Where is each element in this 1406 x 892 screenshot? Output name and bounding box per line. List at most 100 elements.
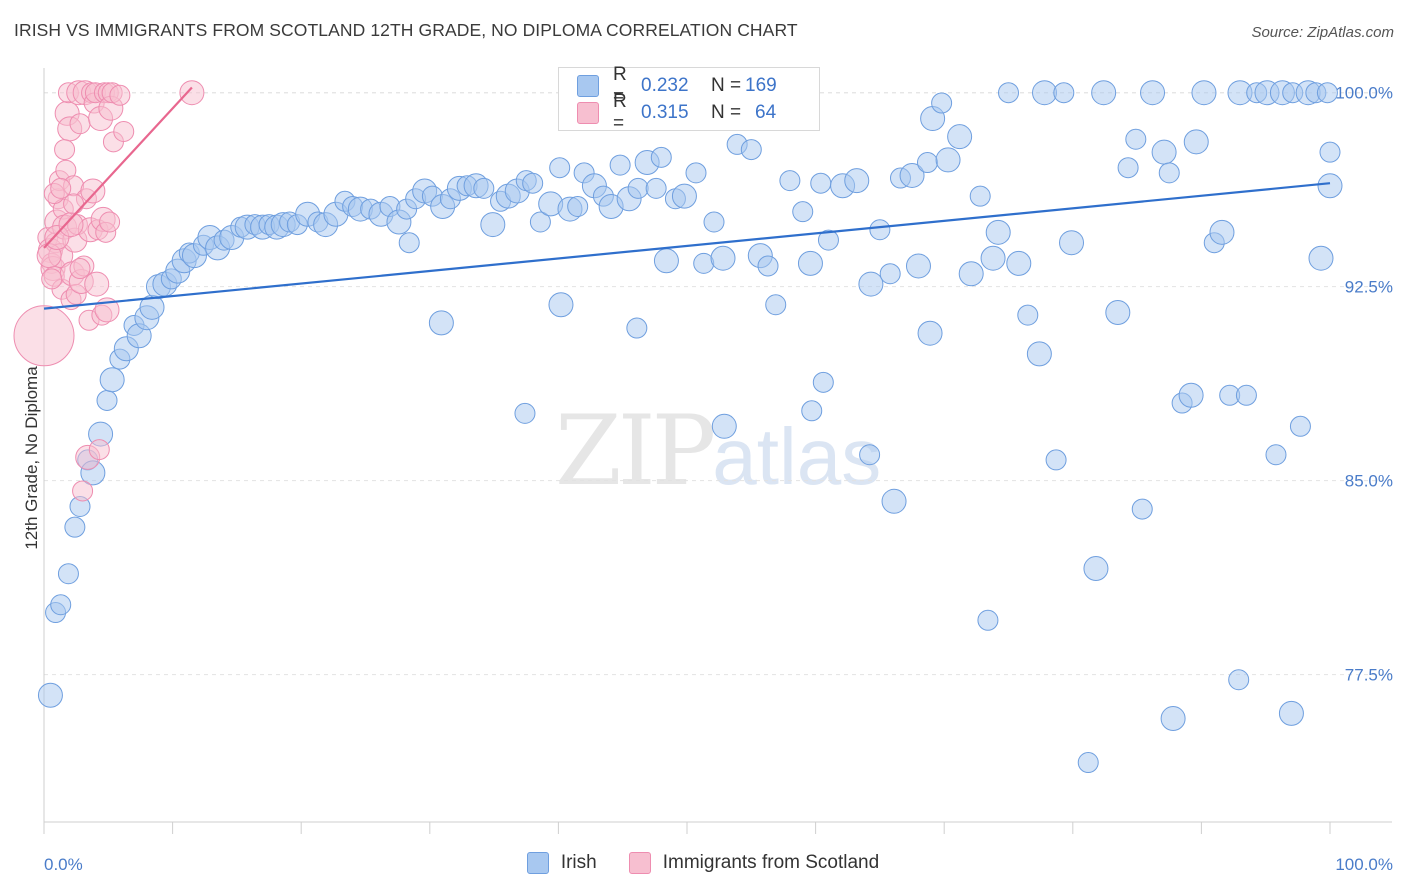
data-point xyxy=(41,268,63,290)
data-point xyxy=(514,402,536,424)
data-point xyxy=(645,177,667,199)
data-point xyxy=(473,177,495,199)
legend-row-scotland: R = 0.315 N = 64 xyxy=(577,91,776,134)
data-point xyxy=(109,84,131,106)
watermark-zip: ZIP xyxy=(555,395,716,507)
x-tick-label-min: 0.0% xyxy=(44,855,83,874)
axes xyxy=(43,68,1392,834)
data-point xyxy=(58,212,84,238)
data-point xyxy=(1083,556,1109,582)
data-point xyxy=(398,232,420,254)
data-point xyxy=(810,172,832,194)
data-point xyxy=(96,389,118,411)
legend-n-label: N = xyxy=(711,102,742,123)
source-credit: Source: ZipAtlas.com xyxy=(1251,24,1394,41)
data-point xyxy=(1026,341,1052,367)
data-point xyxy=(1053,82,1075,104)
data-point xyxy=(37,682,63,708)
data-point xyxy=(1032,80,1058,106)
y-tick-label: 92.5% xyxy=(1345,278,1393,297)
legend-r-label: R = xyxy=(613,64,627,107)
data-point xyxy=(63,193,85,215)
y-tick-label: 85.0% xyxy=(1345,472,1393,491)
legend-swatch-irish xyxy=(577,75,599,97)
trend-line-scotland xyxy=(43,86,193,249)
data-point xyxy=(1191,80,1217,106)
legend-item-scotland[interactable]: Immigrants from Scotland xyxy=(628,852,879,874)
data-point xyxy=(1151,139,1177,165)
data-point xyxy=(703,211,725,233)
trend-lines xyxy=(43,86,1331,310)
data-point xyxy=(653,248,679,274)
data-point xyxy=(844,168,870,194)
data-point xyxy=(935,147,961,173)
correlation-legend: R = 0.232 N = 169 R = 0.315 N = 64 xyxy=(558,64,820,134)
legend-swatch-scotland xyxy=(577,102,599,124)
legend-label-irish: Irish xyxy=(560,852,597,873)
data-point xyxy=(567,195,589,217)
data-point xyxy=(792,201,814,223)
legend-row-irish: R = 0.232 N = 169 xyxy=(577,64,777,107)
data-point xyxy=(548,292,574,318)
data-point xyxy=(947,124,973,150)
watermark: ZIPatlas xyxy=(555,395,881,507)
data-point xyxy=(931,92,953,114)
data-point xyxy=(57,563,79,585)
data-point xyxy=(1178,382,1204,408)
data-point xyxy=(859,444,881,466)
series-legend: Irish Immigrants from Scotland xyxy=(0,852,1406,874)
data-point xyxy=(549,157,571,179)
legend-r-value: 0.315 xyxy=(641,102,689,123)
data-point xyxy=(879,263,901,285)
data-point xyxy=(72,480,94,502)
data-point xyxy=(779,170,801,192)
data-point xyxy=(757,255,779,277)
data-point xyxy=(998,82,1019,104)
data-point xyxy=(113,120,135,142)
data-point xyxy=(54,139,76,161)
data-point xyxy=(1105,300,1131,326)
data-point xyxy=(1235,384,1257,406)
data-point xyxy=(1091,80,1117,106)
data-point xyxy=(801,400,823,422)
data-point xyxy=(685,162,707,184)
trend-line-irish xyxy=(43,182,1331,310)
y-axis-title: 12th Grade, No Diploma xyxy=(22,366,41,550)
data-point xyxy=(84,271,110,297)
data-point xyxy=(626,317,648,339)
data-point xyxy=(1228,669,1250,691)
y-tick-label: 100.0% xyxy=(1335,84,1393,103)
data-point xyxy=(710,245,736,271)
data-point xyxy=(480,212,506,238)
data-point xyxy=(69,113,91,135)
data-point xyxy=(627,177,649,199)
data-point xyxy=(1316,82,1338,104)
data-point xyxy=(1045,449,1067,471)
data-point xyxy=(905,253,931,279)
data-point xyxy=(1059,230,1085,256)
legend-swatch-scotland xyxy=(628,852,651,874)
legend-item-irish[interactable]: Irish xyxy=(526,852,597,874)
data-point xyxy=(1017,304,1039,326)
data-point xyxy=(1319,141,1341,163)
data-point xyxy=(711,413,737,439)
data-point xyxy=(977,609,999,631)
data-point xyxy=(671,183,697,209)
legend-n-label: N = xyxy=(711,75,742,96)
data-point xyxy=(916,152,938,174)
data-point xyxy=(179,80,205,106)
legend-r-label: R = xyxy=(613,91,627,134)
legend-r-value: 0.232 xyxy=(641,75,689,96)
data-point xyxy=(1125,128,1147,150)
data-point xyxy=(1131,498,1153,520)
data-point xyxy=(969,185,991,207)
data-point xyxy=(1265,444,1287,466)
data-point xyxy=(13,305,75,367)
legend-n-value: 169 xyxy=(745,75,777,96)
legend-swatch-irish xyxy=(526,852,549,874)
data-point xyxy=(522,172,544,194)
data-point xyxy=(958,261,984,287)
data-point xyxy=(858,271,884,297)
data-point xyxy=(1278,700,1304,726)
